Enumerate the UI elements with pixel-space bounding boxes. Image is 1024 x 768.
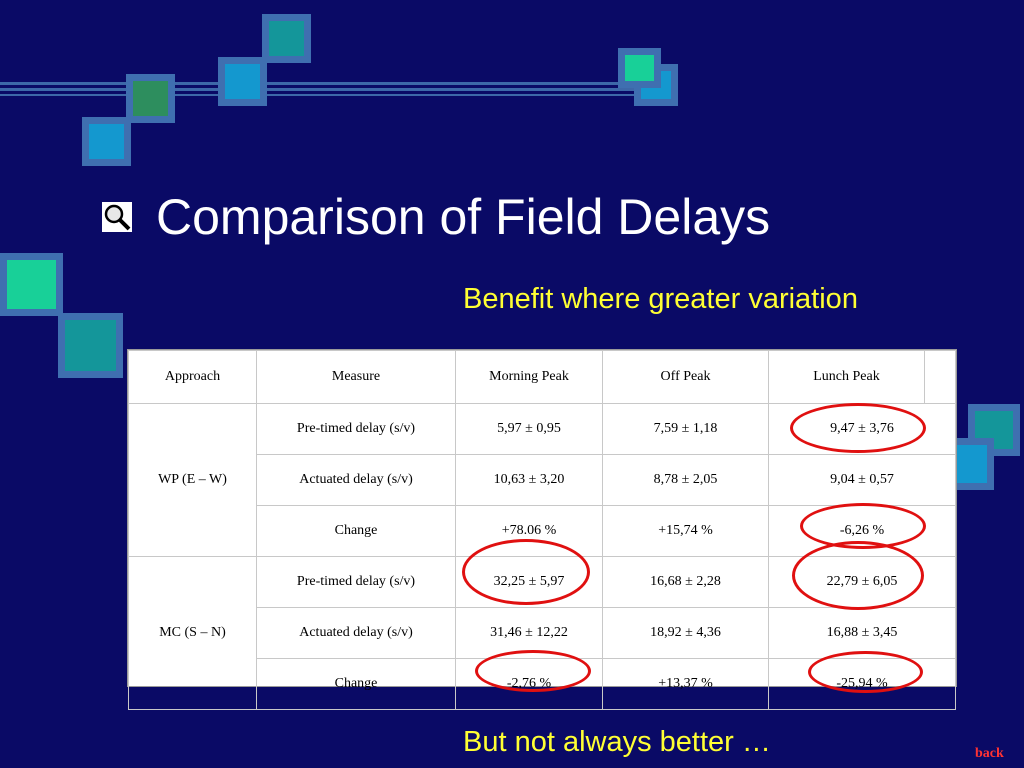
measure-cell: Pre-timed delay (s/v) (256, 556, 456, 608)
decorative-line (0, 82, 660, 85)
data-table: Approach Measure Morning Peak Off Peak L… (128, 350, 956, 710)
title-row: Comparison of Field Delays (102, 188, 770, 246)
subtitle-note: Benefit where greater variation (463, 283, 858, 315)
off-peak-cell: 18,92 ± 4,36 (602, 607, 769, 659)
table-row: Change -2,76 % +13,37 % -25,94 % (129, 658, 956, 710)
magnifier-icon (102, 202, 132, 232)
off-peak-cell: +15,74 % (602, 505, 769, 557)
column-header: Morning Peak (455, 350, 603, 404)
decorative-line (0, 88, 650, 91)
lunch-cell: 22,79 ± 6,05 (768, 556, 956, 608)
back-link[interactable]: back (975, 746, 1004, 761)
lunch-cell: -6,26 % (768, 505, 956, 557)
slide-title: Comparison of Field Delays (156, 189, 771, 245)
decorative-line (0, 94, 655, 96)
table-header-row: Approach Measure Morning Peak Off Peak L… (128, 350, 956, 404)
column-header: Measure (256, 350, 456, 404)
decorative-square (126, 74, 175, 123)
lunch-cell: 9,04 ± 0,57 (768, 454, 956, 506)
decorative-square (262, 14, 311, 63)
morning-cell: 31,46 ± 12,22 (455, 607, 603, 659)
morning-cell: 32,25 ± 5,97 (455, 556, 603, 608)
measure-cell: Actuated delay (s/v) (256, 454, 456, 506)
decorative-square (58, 313, 123, 378)
off-peak-cell: 8,78 ± 2,05 (602, 454, 769, 506)
decorative-square (82, 117, 131, 166)
decorative-square (218, 57, 267, 106)
table-row: MC (S – N) Pre-timed delay (s/v) 32,25 ±… (128, 556, 956, 710)
column-header: Approach (128, 350, 257, 404)
morning-cell: 10,63 ± 3,20 (455, 454, 603, 506)
table-row: Actuated delay (s/v) 10,63 ± 3,20 8,78 ±… (129, 454, 956, 506)
morning-cell: 5,97 ± 0,95 (455, 403, 603, 455)
footer-note: But not always better … (463, 726, 771, 758)
lunch-cell: -25,94 % (768, 658, 956, 710)
approach-cell: MC (S – N) (128, 556, 257, 710)
measure-cell: Actuated delay (s/v) (256, 607, 456, 659)
column-header: Off Peak (602, 350, 769, 404)
table-row: WP (E – W) Pre-timed delay (s/v) 5,97 ± … (128, 403, 956, 557)
morning-cell: -2,76 % (455, 658, 603, 710)
delay-comparison-table: Approach Measure Morning Peak Off Peak L… (127, 349, 957, 710)
morning-cell: +78.06 % (455, 505, 603, 557)
lunch-cell: 9,47 ± 3,76 (768, 403, 956, 455)
off-peak-cell: 7,59 ± 1,18 (602, 403, 769, 455)
column-header: Lunch Peak (768, 350, 925, 404)
measure-cell: Pre-timed delay (s/v) (256, 403, 456, 455)
measure-cell: Change (256, 505, 456, 557)
off-peak-cell: 16,68 ± 2,28 (602, 556, 769, 608)
empty-header-cell (924, 350, 956, 404)
lunch-cell: 16,88 ± 3,45 (768, 607, 956, 659)
decorative-square (618, 48, 661, 88)
decorative-square (0, 253, 63, 316)
table-row: Actuated delay (s/v) 31,46 ± 12,22 18,92… (129, 607, 956, 659)
approach-cell: WP (E – W) (128, 403, 257, 557)
off-peak-cell: +13,37 % (602, 658, 769, 710)
measure-cell: Change (256, 658, 456, 710)
